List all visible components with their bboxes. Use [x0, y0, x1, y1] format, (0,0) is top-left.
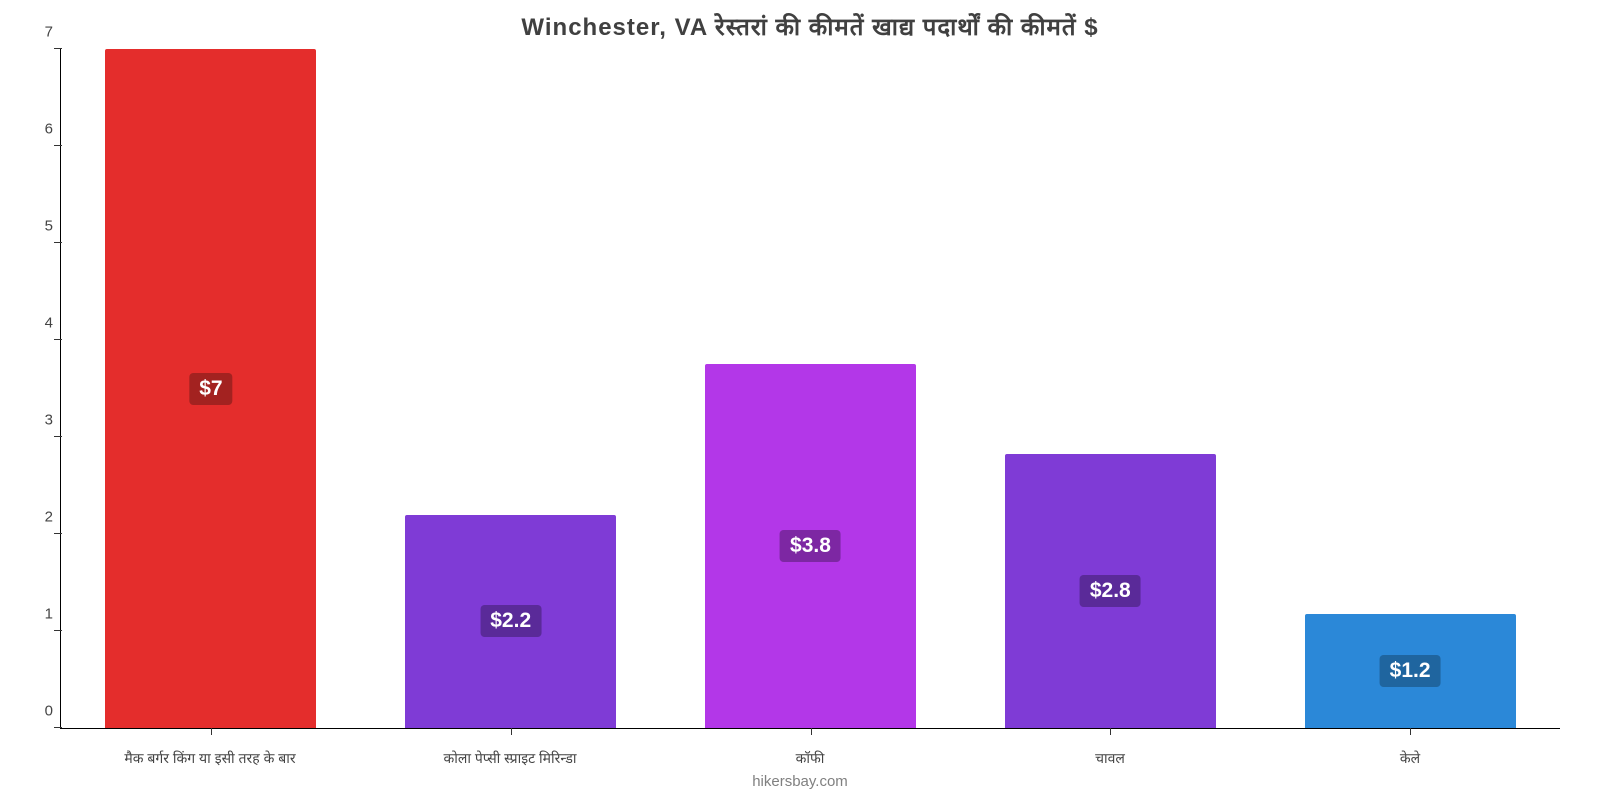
price-chart: Winchester, VA रेस्तरां की कीमतें खाद्य …: [0, 0, 1600, 800]
bar: $2.8: [1005, 454, 1216, 728]
y-tick-mark: [54, 339, 62, 340]
bar-slot: $7: [91, 49, 331, 728]
bar: $2.2: [405, 515, 616, 728]
bar-value-label: $2.8: [1080, 575, 1141, 607]
plot-area: $7$2.2$3.8$2.8$1.2 01234567: [60, 49, 1560, 729]
chart-title: Winchester, VA रेस्तरां की कीमतें खाद्य …: [60, 10, 1560, 43]
y-tick-label: 4: [31, 315, 53, 332]
y-tick-mark: [54, 533, 62, 534]
y-tick-label: 2: [31, 509, 53, 526]
bars-container: $7 $2.2 $3.8 $2.8 $1.2: [61, 49, 1560, 728]
y-tick-label: 5: [31, 218, 53, 235]
x-tick-mark: [811, 728, 812, 735]
y-tick-mark: [54, 727, 62, 728]
bar-slot: $1.2: [1290, 49, 1530, 728]
x-axis-label: कोला पेप्सी स्प्राइट मिरिन्डा: [390, 749, 630, 768]
y-tick-mark: [54, 242, 62, 243]
y-tick-label: 3: [31, 412, 53, 429]
bar: $3.8: [705, 364, 916, 728]
bar-slot: $3.8: [691, 49, 931, 728]
x-axis-label: केले: [1290, 749, 1530, 768]
y-tick-mark: [54, 48, 62, 49]
x-tick-mark: [211, 728, 212, 735]
y-tick-mark: [54, 145, 62, 146]
credit-text: hikersbay.com: [0, 773, 1600, 790]
bar-slot: $2.8: [990, 49, 1230, 728]
y-tick-mark: [54, 436, 62, 437]
x-tick-mark: [1410, 728, 1411, 735]
y-tick-label: 7: [31, 24, 53, 41]
bar-value-label: $3.8: [780, 530, 841, 562]
bar-slot: $2.2: [391, 49, 631, 728]
y-tick-label: 1: [31, 606, 53, 623]
x-tick-mark: [1110, 728, 1111, 735]
x-labels: मैक बर्गर किंग या इसी तरह के बार कोला पेप…: [60, 749, 1560, 768]
bar: $7: [105, 49, 316, 728]
x-axis-label: चावल: [990, 749, 1230, 768]
x-tick-mark: [511, 728, 512, 735]
x-axis-label: मैक बर्गर किंग या इसी तरह के बार: [90, 749, 330, 768]
y-tick-label: 6: [31, 121, 53, 138]
bar-value-label: $1.2: [1380, 655, 1441, 687]
bar-value-label: $7: [189, 373, 232, 405]
y-tick-label: 0: [31, 703, 53, 720]
y-tick-mark: [54, 630, 62, 631]
x-axis-label: कॉफी: [690, 749, 930, 768]
bar-value-label: $2.2: [480, 605, 541, 637]
bar: $1.2: [1305, 614, 1516, 728]
